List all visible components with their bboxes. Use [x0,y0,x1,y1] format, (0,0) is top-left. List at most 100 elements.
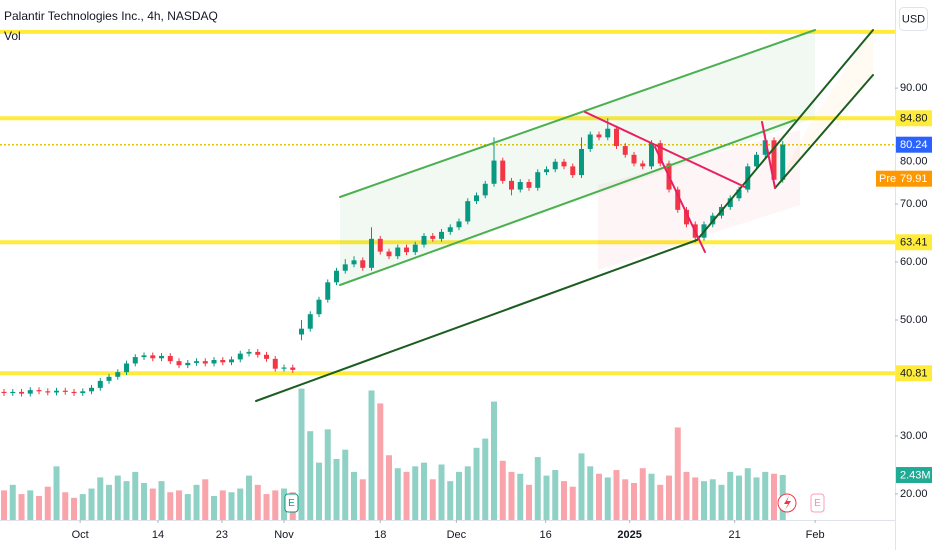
x-tick-label: Dec [447,529,467,541]
volume-bar [88,488,95,520]
time-axis-bg [0,520,895,550]
candle-body [27,390,33,394]
y-tick-label: 80.00 [900,156,928,168]
volume-bar [254,484,261,520]
volume-bar [526,484,533,520]
volume-bar [718,484,725,520]
x-tick-label: 23 [216,529,228,541]
volume-bar [193,484,200,520]
earnings-marker[interactable] [284,493,299,513]
volume-bar [123,481,130,520]
volume-bar [665,475,672,520]
volume-bar [141,482,148,520]
volume-bar [569,486,576,520]
candle-body [395,247,401,257]
volume-bar [561,481,568,520]
candle-body [596,134,602,138]
candle-body [430,235,436,239]
level-badge [896,234,932,251]
premarket-label: 79.91 [900,173,928,185]
candle-body [360,260,366,268]
candle-body [237,353,243,360]
candle-body [351,260,357,265]
candle-body [36,390,42,392]
level-badge-label: 63.41 [900,237,928,249]
x-tick-label: 18 [374,529,386,541]
candle-body [552,161,558,170]
volume-bar [386,455,393,520]
candle-body [220,360,226,363]
trendline [255,239,698,402]
red-trendline-2 [654,146,706,253]
volume-bar [333,458,340,520]
volume-bar [473,447,480,520]
volume-bar [9,484,16,520]
volume-bar [421,462,428,520]
volume-bar [595,473,602,520]
candle-body [753,154,759,167]
volume-bar [735,475,742,520]
candle-body [290,367,296,370]
x-tick-label: Oct [72,529,89,541]
x-tick-label: 14 [152,529,164,541]
candle-body [412,244,418,253]
volume-bar [246,475,253,520]
x-tick-label: Nov [274,529,294,541]
volume-bar [639,468,646,520]
candle-body [535,172,541,188]
volume-bar [342,449,349,520]
candle-body [272,358,278,369]
candle-body [316,299,322,315]
currency-box[interactable] [899,7,928,31]
volume-bar [351,471,358,520]
chart-title: Palantir Technologies Inc., 4h, NASDAQ [4,9,218,23]
earnings-marker-text: E [814,498,821,509]
candle-body [194,361,200,363]
earnings-marker[interactable] [810,493,825,513]
volume-bar [692,477,699,520]
candle-body [307,314,313,329]
candle-body [683,209,689,225]
x-tick-label: 2025 [617,529,641,541]
volume-bar [237,488,244,520]
volume-bar [613,470,620,520]
volume-bar [97,477,104,520]
volume-bar [499,460,506,520]
channel-upper [339,29,816,198]
volume-bar [167,492,174,520]
currency: USD [902,13,925,25]
volume-bar [132,471,139,520]
candle-body [299,328,305,335]
volume-bar [709,479,716,520]
volume-bar [508,471,515,520]
volume-bar [263,494,270,520]
candle-body [509,180,515,190]
candle-body [62,390,68,392]
candle-body [202,361,208,364]
volume-bar [298,388,305,520]
candle-body [264,354,270,359]
candle-body [211,360,217,364]
volume-bar [114,475,121,520]
channel-lower [339,119,796,286]
volume-bar [482,438,489,520]
volume-bar [18,494,25,520]
last-price-badge [896,136,932,153]
volume-bar [587,466,594,520]
level-badge [896,110,932,127]
volume-bar [184,494,191,520]
volume-bar [219,490,226,520]
candle-body [771,140,777,180]
candle-body [762,140,768,155]
volume-bar [744,468,751,520]
candle-body [474,195,480,202]
volume-bar [1,490,8,520]
red-trendline [584,111,746,188]
candle-body [71,391,77,394]
candle-body [780,144,786,180]
volume-bar [202,479,209,520]
levels-layer [0,29,895,376]
